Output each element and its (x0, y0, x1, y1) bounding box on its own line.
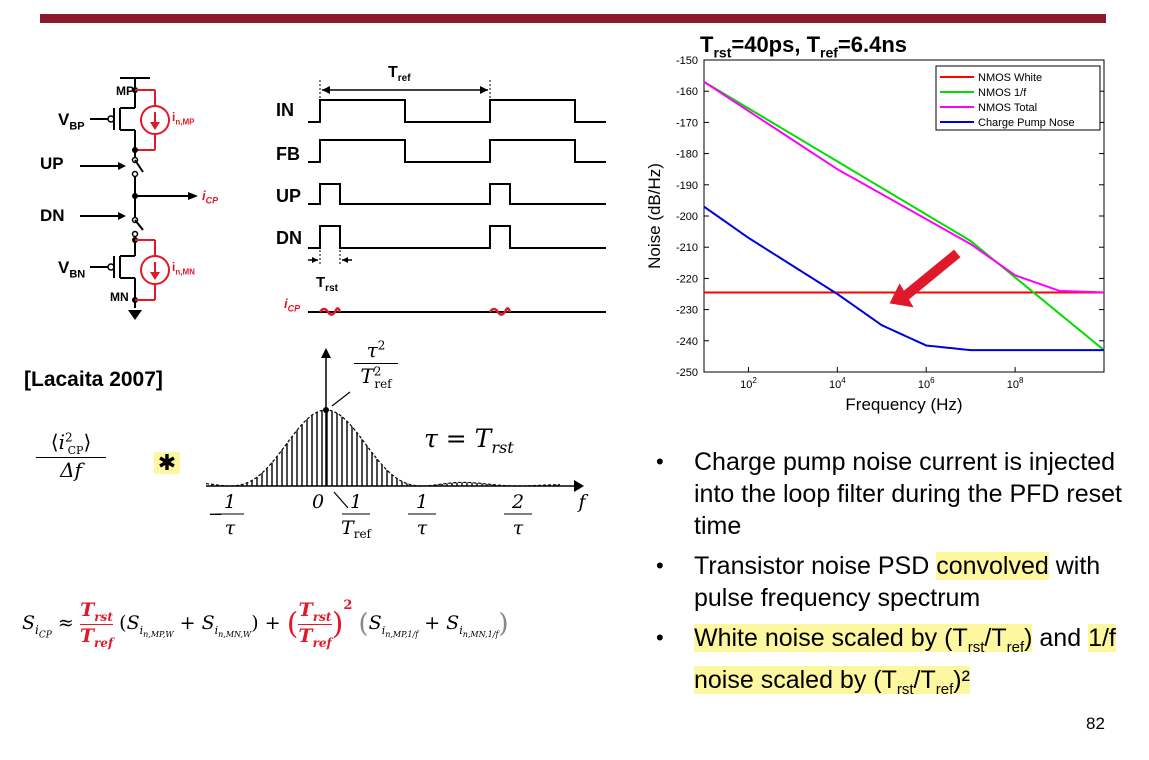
mn-label: MN (110, 290, 129, 304)
series-line-1 (703, 80, 1105, 351)
tick-2-over-tau: 2 (511, 491, 524, 513)
bullet-list: Charge pump noise current is injected in… (652, 446, 1142, 714)
timing-diagram (308, 80, 606, 316)
y-tick-label: -150 (676, 55, 698, 67)
legend-entry: NMOS 1/f (978, 87, 1027, 99)
legend-entry: Charge Pump Nose (978, 117, 1075, 129)
noise-mp-label: in,MP (172, 110, 195, 127)
trst-label: Trst (316, 274, 338, 294)
tick-neg-1-over-tau: τ (225, 517, 236, 539)
annotation-arrow-head (889, 283, 914, 308)
tick-neg-1-over-tau: 1 (224, 491, 236, 513)
legend-entry: NMOS White (978, 72, 1042, 84)
x-tick-label: 102 (740, 376, 757, 391)
signal-in-label: IN (276, 100, 294, 120)
f-label: f (576, 491, 588, 513)
signal-up-label: UP (276, 186, 302, 206)
amp-axis-arrow (321, 348, 331, 358)
lhs-fraction: ⟨i2CP⟩ Δf (36, 430, 106, 482)
peak-pointer (331, 391, 351, 407)
y-axis-label: Noise (dB/Hz) (645, 163, 664, 269)
x-tick-label: 106 (918, 376, 935, 391)
y-tick-label: -180 (676, 149, 698, 161)
noise-mn-label: in,MN (172, 260, 195, 277)
convolution-symbol: ✱ (154, 452, 180, 474)
tick-1-over-tref: Tref (341, 517, 373, 541)
y-tick-label: -200 (676, 211, 698, 223)
tau-equation: τ = Trst (424, 424, 514, 457)
signal-dn-label: DN (276, 228, 302, 248)
tick-1-over-tref: 1 (350, 491, 362, 513)
up-input-label: UP (40, 154, 64, 173)
x-tick-label: 108 (1007, 376, 1024, 391)
tick-1-over-tau: 1 (416, 491, 428, 513)
series-line-3 (703, 205, 1104, 352)
timing-icp-label: iCP (284, 296, 301, 314)
y-tick-label: -160 (676, 86, 698, 98)
f-axis-arrow (574, 480, 584, 492)
title-accent-bar (40, 14, 1106, 23)
peak-label: τ2 T2ref (354, 338, 398, 391)
citation: [Lacaita 2007] (24, 368, 163, 391)
y-tick-label: -170 (676, 117, 698, 129)
y-tick-label: -240 (676, 336, 698, 348)
sinc-envelope (205, 409, 561, 487)
x-tick-label: 104 (829, 376, 846, 391)
icp-output-label: iCP (202, 188, 219, 206)
y-tick-label: -230 (676, 305, 698, 317)
tick-zero: 0 (312, 491, 324, 513)
chart-title: Trst=40ps, Tref=6.4ns (700, 32, 908, 61)
peak-dot (323, 407, 329, 413)
legend-entry: NMOS Total (978, 102, 1037, 114)
mp-label: MP (116, 84, 134, 98)
bullet-item: Charge pump noise current is injected in… (652, 446, 1142, 542)
y-tick-label: -220 (676, 273, 698, 285)
bullet-item: White noise scaled by (Trst/Tref) and 1/… (652, 622, 1142, 706)
charge-pump-schematic (80, 77, 198, 320)
y-tick-label: -210 (676, 242, 698, 254)
tref-pointer (333, 491, 349, 509)
annotation-arrow (900, 249, 961, 302)
tref-label: Tref (388, 64, 411, 85)
tick-2-over-tau: τ (513, 517, 524, 539)
x-axis-label: Frequency (Hz) (845, 395, 962, 414)
signal-fb-label: FB (276, 144, 300, 164)
y-tick-label: -250 (676, 367, 698, 379)
noise-formula: SiCP ≈ Trst Tref (Sin,MP,W + Sin,MN,W) +… (22, 598, 509, 650)
page-number: 82 (1086, 714, 1105, 733)
y-tick-label: -190 (676, 180, 698, 192)
vbn-label: VBN (58, 258, 86, 281)
series-line-2 (703, 81, 1105, 294)
tick-1-over-tau: τ (417, 517, 428, 539)
vbp-label: VBP (58, 110, 85, 133)
minus-sign: − (208, 504, 223, 525)
bullet-item: Transistor noise PSD convolved with puls… (652, 550, 1142, 614)
noise-psd-chart: -150 -160 -170 -180 -190 -200 -210 -220 -230 -240… (645, 55, 1105, 414)
dn-input-label: DN (40, 206, 65, 225)
